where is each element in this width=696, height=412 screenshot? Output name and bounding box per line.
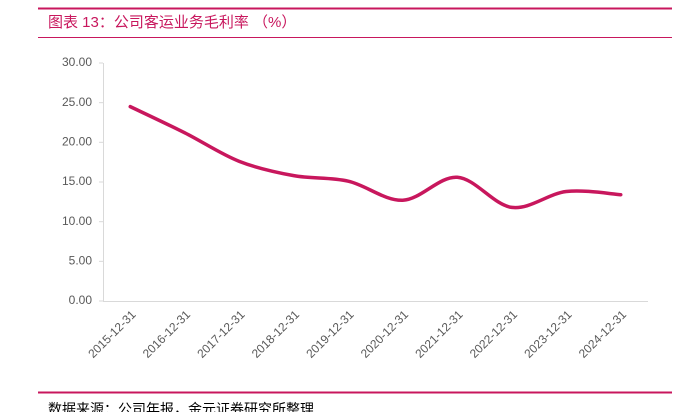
x-tick-label: 2018-12-31 <box>249 307 303 361</box>
y-tick-label: 0.00 <box>69 293 93 307</box>
chart-title: 图表 13：公司客运业务毛利率 （%） <box>48 14 296 31</box>
x-tick-label: 2023-12-31 <box>521 307 575 361</box>
y-tick-label: 25.00 <box>62 95 92 109</box>
x-tick-label: 2019-12-31 <box>303 307 357 361</box>
x-tick-label: 2021-12-31 <box>412 307 466 361</box>
y-tick-label: 15.00 <box>62 174 92 188</box>
y-tick-label: 10.00 <box>62 214 92 228</box>
x-tick-label: 2016-12-31 <box>140 307 194 361</box>
source-note: 数据来源：公司年报，金元证券研究所整理 <box>48 401 314 412</box>
x-tick-label: 2020-12-31 <box>358 307 412 361</box>
x-tick-label: 2022-12-31 <box>467 307 521 361</box>
x-tick-label: 2017-12-31 <box>194 307 248 361</box>
x-tick-label: 2024-12-31 <box>576 307 630 361</box>
y-tick-label: 30.00 <box>62 55 92 69</box>
line <box>128 104 623 210</box>
y-tick-label: 5.00 <box>69 254 93 268</box>
x-tick-label: 2015-12-31 <box>85 307 139 361</box>
y-tick-label: 20.00 <box>62 135 92 149</box>
